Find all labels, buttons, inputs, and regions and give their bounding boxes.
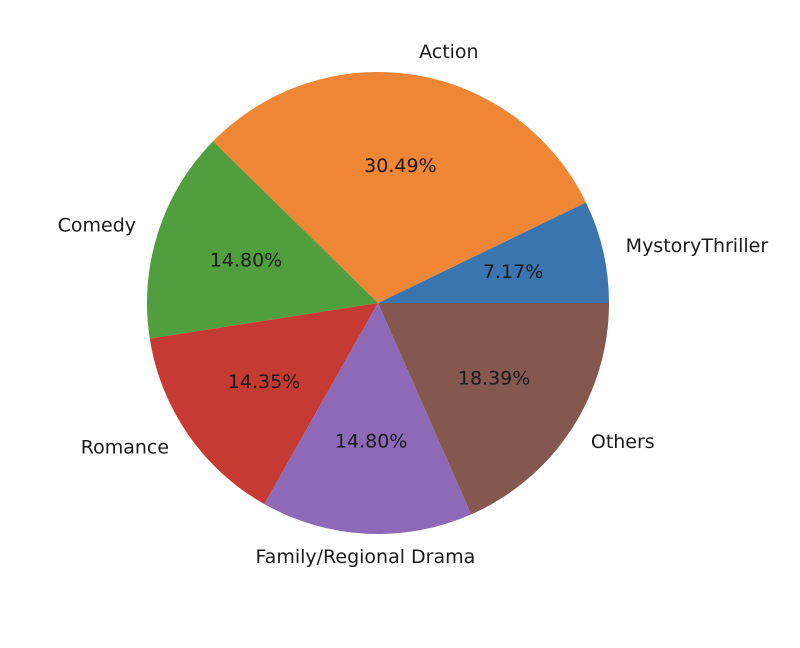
pie-slice-1 <box>213 71 586 303</box>
pie-pct-label-0: 7.17% <box>483 261 543 283</box>
pie-pct-label-2: 14.80% <box>210 250 282 272</box>
pie-slice-3 <box>149 303 378 505</box>
pie-category-label-1: Action <box>419 41 479 63</box>
pie-pct-label-4: 14.80% <box>335 430 407 452</box>
pie-pct-label-5: 18.39% <box>458 368 530 390</box>
pie-slice-0 <box>378 202 609 303</box>
pie-slice-5 <box>378 303 609 515</box>
pie-category-label-0: MystoryThriller <box>626 235 769 257</box>
pie-category-label-3: Romance <box>81 437 169 459</box>
pie-category-label-4: Family/Regional Drama <box>256 546 476 568</box>
pie-pct-label-1: 30.49% <box>364 155 436 177</box>
pie-slice-4 <box>264 303 472 534</box>
pie-category-label-5: Others <box>591 431 655 453</box>
pie-pct-label-3: 14.35% <box>228 371 300 393</box>
pie-slice-2 <box>147 141 378 339</box>
pie-category-label-2: Comedy <box>58 214 136 236</box>
pie-labels: 7.17% MystoryThriller 30.49% Action 14.80% Co… <box>58 41 769 568</box>
pie-slices <box>147 71 609 534</box>
